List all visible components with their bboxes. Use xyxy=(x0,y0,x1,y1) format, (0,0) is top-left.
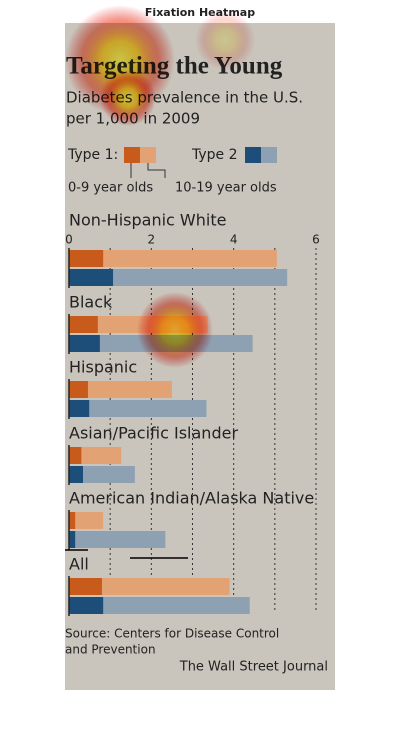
bar xyxy=(69,597,104,614)
bar xyxy=(69,269,288,286)
bar xyxy=(69,400,90,417)
bar xyxy=(69,316,98,333)
bar xyxy=(69,578,230,595)
bar xyxy=(69,400,207,417)
heatmap xyxy=(65,5,255,368)
credit: The Wall Street Journal xyxy=(179,660,328,675)
legend-swatch xyxy=(261,147,277,163)
bar xyxy=(69,531,76,548)
source: Source: Centers for Disease Control xyxy=(65,627,279,641)
legend-label: Type 1: xyxy=(67,147,118,163)
x-tick-label: 6 xyxy=(312,233,320,247)
source: and Prevention xyxy=(65,643,156,657)
bar xyxy=(69,250,277,267)
category-label: Black xyxy=(69,293,113,312)
legend-swatch xyxy=(140,147,156,163)
bar xyxy=(69,531,166,548)
legend-swatch xyxy=(124,147,140,163)
bar xyxy=(69,466,135,483)
category-label: American Indian/Alaska Native xyxy=(69,489,314,508)
x-tick-label: 4 xyxy=(230,233,238,247)
bar xyxy=(69,597,250,614)
bar xyxy=(69,512,104,529)
bar xyxy=(69,512,76,529)
category-label: All xyxy=(69,555,89,574)
bar xyxy=(69,381,88,398)
legend-label: 10-19 year olds xyxy=(175,181,277,196)
legend-label: Type 2 xyxy=(191,147,238,163)
bar xyxy=(69,269,114,286)
bar xyxy=(69,447,82,464)
fixation xyxy=(137,292,213,368)
x-tick-label: 0 xyxy=(65,233,73,247)
legend-swatch xyxy=(245,147,261,163)
category-label: Hispanic xyxy=(69,358,137,377)
category-label: Non-Hispanic White xyxy=(69,211,226,230)
fixation xyxy=(195,10,255,70)
x-tick-label: 2 xyxy=(148,233,156,247)
legend-label: 0-9 year olds xyxy=(68,181,153,196)
bar xyxy=(69,578,102,595)
fixation xyxy=(100,70,156,126)
bar xyxy=(69,250,104,267)
bar xyxy=(69,447,122,464)
bar xyxy=(69,381,172,398)
bar xyxy=(69,335,100,352)
category-label: Asian/Pacific Islander xyxy=(69,424,238,443)
bar xyxy=(69,466,83,483)
